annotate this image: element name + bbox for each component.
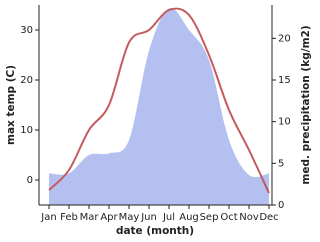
x-tick-label: Oct (220, 212, 237, 223)
x-tick-label: Jun (140, 212, 157, 223)
x-tick-label: Jul (162, 212, 175, 223)
y2-tick-label: 5 (278, 158, 284, 169)
x-axis-title: date (month) (116, 225, 194, 237)
x-tick-label: Nov (239, 212, 259, 223)
y2-axis-title: med. precipitation (kg/m2) (300, 25, 312, 184)
x-tick-label: Jan (40, 212, 56, 223)
y-tick-label: 20 (20, 75, 33, 86)
x-tick-label: Apr (100, 212, 118, 223)
y2-tick-label: 10 (278, 117, 291, 128)
y-tick-label: 0 (27, 175, 33, 186)
x-tick-label: Aug (179, 212, 199, 223)
x-tick-label: Dec (259, 212, 278, 223)
x-tick-label: Sep (200, 212, 219, 223)
y2-tick-label: 15 (278, 75, 291, 86)
y2-tick-label: 20 (278, 33, 291, 44)
x-tick-label: Mar (80, 212, 100, 223)
temperature-line (48, 7, 270, 194)
y-tick-label: 30 (20, 25, 33, 36)
y-axis-title: max temp (C) (5, 65, 17, 145)
x-tick-label: Feb (60, 212, 78, 223)
y2-tick-label: 0 (278, 200, 284, 211)
precipitation-area (49, 7, 269, 205)
x-tick-label: May (119, 212, 140, 223)
y-tick-label: 10 (20, 125, 33, 136)
